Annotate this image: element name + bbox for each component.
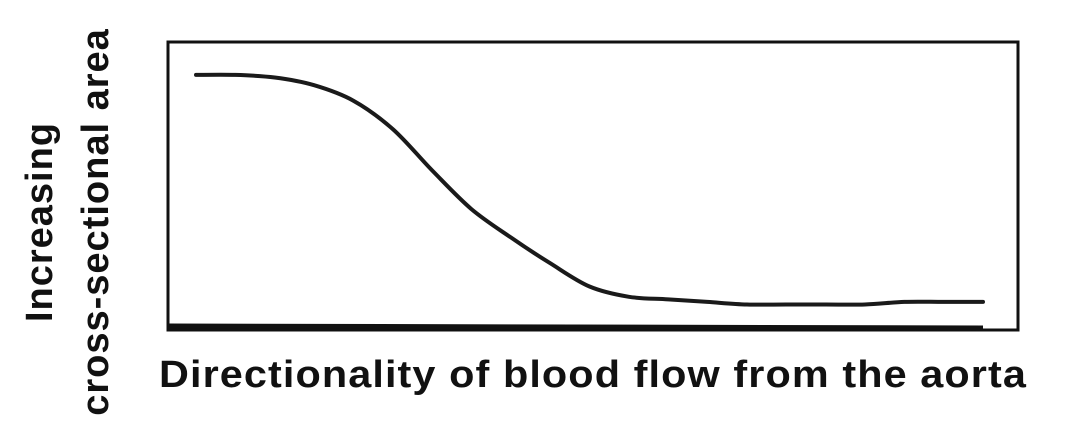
x-axis-label: Directionality of blood flow from the ao… xyxy=(159,354,1027,396)
y-axis-label-line-2: cross-sectional area xyxy=(75,28,117,416)
y-axis-label-line-1: Increasing xyxy=(19,122,61,322)
series-line-0 xyxy=(194,72,985,307)
y-axis-label: Increasing cross-sectional area xyxy=(19,28,117,416)
series-group xyxy=(194,72,985,307)
x-axis-line xyxy=(167,323,984,331)
plot-frame xyxy=(166,40,1020,332)
